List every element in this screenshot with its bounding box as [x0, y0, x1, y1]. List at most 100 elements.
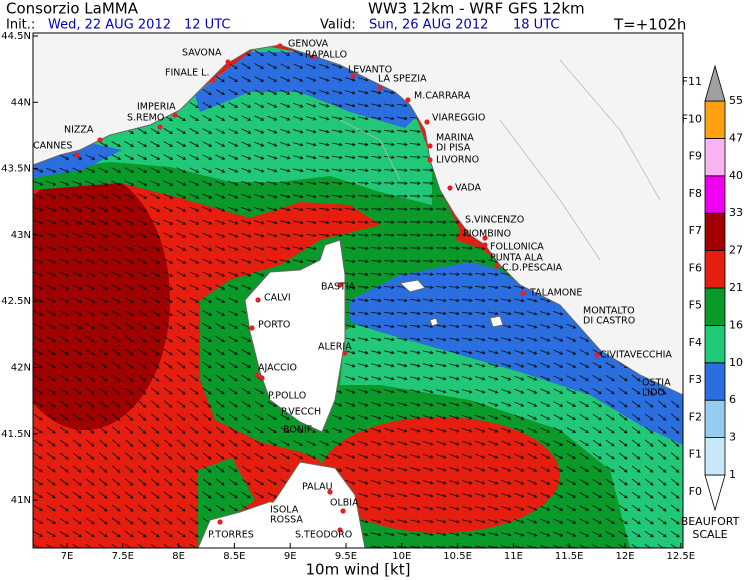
place-label: PALAU: [302, 482, 333, 493]
beaufort-label: F7: [689, 224, 702, 237]
y-tick-label: 41.5N: [1, 429, 31, 440]
y-tick-label: 43N: [11, 230, 31, 241]
place-label: MONTALTO: [583, 306, 635, 317]
place-label: CALVI: [264, 293, 291, 304]
wind-arrow: [33, 49, 680, 548]
place-label: TALAMONE: [529, 288, 582, 299]
place-label: OSTIA: [642, 378, 671, 389]
corsica: [244, 239, 346, 433]
place-label: BASTIA: [321, 282, 356, 293]
elba: [398, 279, 426, 293]
place-dot: [310, 54, 316, 60]
knot-label: 10: [729, 356, 743, 369]
beaufort-label: F0: [689, 485, 702, 498]
wind-arrows: [33, 49, 680, 548]
place-dot: [255, 297, 261, 303]
x-tick-label: 7E: [61, 551, 74, 562]
x-tick-label: 10E: [392, 551, 411, 562]
beaufort-label: F6: [689, 261, 702, 274]
place-dot: [424, 119, 430, 125]
place-dot: [249, 325, 255, 331]
place-dot: [494, 263, 500, 269]
beaufort-label: F1: [689, 448, 702, 461]
place-dot: [405, 97, 411, 103]
colorbar-bin: [704, 212, 726, 251]
place-dot: [337, 282, 343, 288]
place-label: IMPERIA: [137, 102, 176, 113]
place-label: CIVITAVECCHIA: [600, 350, 672, 361]
x-tick-label: 12E: [615, 551, 634, 562]
place-dot: [427, 157, 433, 163]
x-tick-label: 7.5E: [112, 551, 134, 562]
place-dot: [427, 143, 433, 149]
place-label: OLBIA: [330, 498, 359, 509]
colorbar-bin: [704, 100, 726, 139]
place-label: DI PISA: [436, 143, 471, 154]
place-dot: [594, 352, 600, 358]
x-tick-label: 10.5E: [443, 551, 472, 562]
wind-field: [320, 417, 560, 533]
place-label: LIDO: [642, 388, 665, 399]
colorbar-bin: [704, 437, 726, 476]
valid-date: Sun, 26 AUG 2012: [369, 18, 488, 33]
axis-ticks: 7E 7.5E 8E 8.5E 9E 9.5E 10E 10.5E 11E 11.5E 12E 12.…: [1, 31, 695, 562]
x-tick-label: 9.5E: [335, 551, 357, 562]
x-tick-label: 12.5E: [667, 551, 696, 562]
place-label: VIAREGGIO: [432, 113, 485, 124]
knot-label: 21: [729, 281, 743, 294]
x-tick-label: 8E: [172, 551, 185, 562]
x-tick-label: 11.5E: [555, 551, 584, 562]
knot-label: 40: [729, 169, 743, 182]
place-dot: [74, 152, 80, 158]
place-dot: [377, 85, 383, 91]
place-dot: [447, 185, 453, 191]
place-dot: [340, 508, 346, 514]
beaufort-label: F3: [689, 373, 702, 386]
beaufort-label: F9: [689, 150, 702, 163]
place-label: SAVONA: [182, 48, 222, 59]
valid-label: Valid:: [320, 18, 356, 33]
beaufort-label: F4: [689, 336, 702, 349]
mainland: [33, 33, 683, 396]
place-label: FINALE L.: [165, 68, 210, 79]
colorbar-bin: [704, 324, 726, 364]
knot-label: 16: [729, 318, 743, 331]
place-label: LEVANTO: [348, 65, 392, 76]
x-tick-label: 9E: [284, 551, 297, 562]
y-tick-label: 44.5N: [1, 31, 31, 42]
colorbar-bin: [704, 287, 726, 326]
place-label: FOLLONICA: [490, 242, 544, 253]
place-label: P.TORRES: [208, 530, 254, 541]
place-dot: [520, 290, 526, 296]
place-dot: [259, 375, 265, 381]
giglio: [489, 315, 504, 328]
place-dot: [210, 77, 216, 83]
place-label: CANNES: [33, 141, 72, 152]
place-dot: [482, 235, 488, 241]
place-dot: [172, 112, 178, 118]
place-label: LIVORNO: [436, 155, 479, 166]
place-dot: [342, 350, 348, 356]
place-label: P.VECCH: [281, 407, 321, 418]
beaufort-label: F10: [682, 112, 702, 125]
place-label: NIZZA: [64, 125, 94, 136]
place-dot: [337, 527, 343, 533]
knot-label: 27: [729, 244, 743, 257]
beaufort-label: F5: [689, 299, 702, 312]
place-label: PUNTA ALA: [490, 253, 543, 264]
y-tick-label: 43.5N: [1, 164, 31, 175]
x-tick-label: 11E: [504, 551, 523, 562]
place-dot: [277, 43, 283, 49]
place-label: ROSSA: [270, 515, 303, 526]
x-tick-label: 8.5E: [223, 551, 245, 562]
place-label: M.CARRARA: [414, 91, 471, 102]
lead-time: T=+102h: [613, 16, 686, 34]
x-axis-label: 10m wind [kt]: [306, 561, 411, 579]
colorbar-bin: [704, 399, 726, 439]
place-label: LA SPEZIA: [378, 74, 427, 85]
place-dot: [269, 497, 275, 503]
place-label: RAPALLO: [305, 50, 347, 61]
